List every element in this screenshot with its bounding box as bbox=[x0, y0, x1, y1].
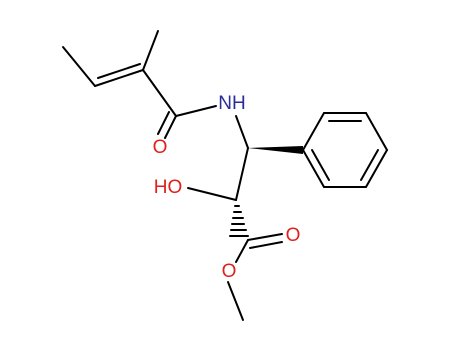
bonds bbox=[62, 30, 388, 321]
atom-label: O bbox=[286, 225, 301, 246]
atom-label: O bbox=[153, 137, 168, 158]
atom-label: HO bbox=[154, 177, 183, 198]
atom-label: O bbox=[222, 261, 237, 282]
atom-label: NH bbox=[218, 93, 245, 114]
